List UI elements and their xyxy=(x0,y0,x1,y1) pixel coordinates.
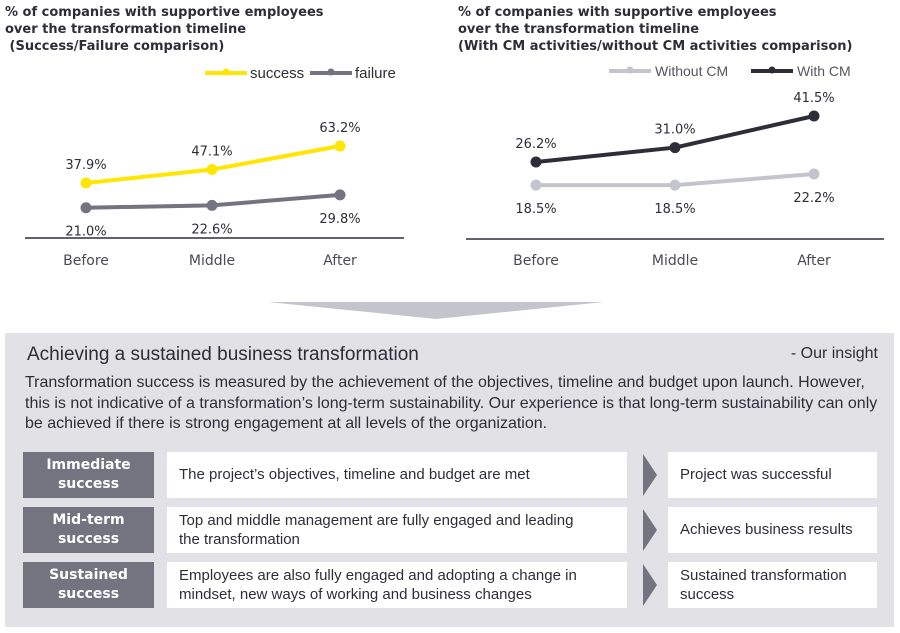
x-tick-label: Middle xyxy=(189,253,235,269)
data-point xyxy=(808,110,820,122)
data-point xyxy=(80,177,92,189)
data-label: 29.8% xyxy=(319,212,360,227)
x-tick-label: Before xyxy=(63,253,109,269)
chart-success-failure: Before Middle After 37.9% 47.1% 63.2% success 2… xyxy=(25,65,404,269)
legend-label: success xyxy=(250,65,304,82)
right-chart-title: % of companies with supportive employees… xyxy=(458,5,853,54)
stage-result: Sustained transformation success xyxy=(668,562,877,608)
data-label: 22.6% xyxy=(191,222,232,237)
data-label: 47.1% xyxy=(191,145,232,160)
x-tick-label: After xyxy=(323,253,357,269)
legend-label: With CM xyxy=(797,63,851,79)
data-label: 21.0% xyxy=(65,225,106,240)
chart-cm-comparison: Before Middle After 18.5% 18.5% 22.2% Without … xyxy=(466,63,884,269)
stage-description: Employees are also fully engaged and ado… xyxy=(167,562,627,608)
insight-body: Transformation success is measured by th… xyxy=(25,374,878,432)
x-tick-label: Middle xyxy=(652,253,698,269)
insight-title: Achieving a sustained business transform… xyxy=(27,344,419,365)
insight-row: Mid-term success Top and middle management… xyxy=(23,507,878,553)
insight-row: Sustained success Employees are also fully… xyxy=(23,562,878,608)
insight-row: Immediate success The project’s objectives… xyxy=(23,452,878,498)
data-point xyxy=(669,142,681,154)
stage-description: Top and middle management are fully enga… xyxy=(167,507,627,553)
data-label: 22.2% xyxy=(793,191,834,206)
down-arrow-icon xyxy=(268,302,604,319)
data-label: 31.0% xyxy=(654,123,695,138)
stage-description: The project’s objectives, timeline and b… xyxy=(167,452,627,498)
stage-label: Mid-term success xyxy=(23,507,154,553)
data-label: 26.2% xyxy=(515,137,556,152)
data-point xyxy=(334,189,346,201)
insight-panel: Achieving a sustained business transform… xyxy=(5,333,894,627)
data-label: 63.2% xyxy=(319,121,360,136)
insight-tag: - Our insight xyxy=(790,345,878,362)
legend-marker xyxy=(222,68,230,76)
chevron-right-icon xyxy=(643,564,657,606)
data-point xyxy=(206,164,218,176)
x-tick-label: Before xyxy=(513,253,559,269)
chevron-right-icon xyxy=(643,454,657,496)
data-point xyxy=(334,140,346,152)
legend-label: failure xyxy=(355,65,396,82)
data-label: 37.9% xyxy=(65,158,106,173)
data-point xyxy=(530,179,542,191)
data-point xyxy=(669,179,681,191)
data-point xyxy=(80,202,92,214)
stage-label: Sustained success xyxy=(23,562,154,608)
x-tick-label: After xyxy=(797,253,831,269)
charts-canvas: Before Middle After 37.9% 47.1% 63.2% success 2… xyxy=(25,63,884,269)
stage-result: Achieves business results xyxy=(668,507,877,553)
data-label: 41.5% xyxy=(793,91,834,106)
data-point xyxy=(808,168,820,180)
data-label: 18.5% xyxy=(515,202,556,217)
stage-label: Immediate success xyxy=(23,452,154,498)
legend-label: Without CM xyxy=(655,63,728,79)
chevron-right-icon xyxy=(643,509,657,551)
data-point xyxy=(206,199,218,211)
data-point xyxy=(530,156,542,168)
data-label: 18.5% xyxy=(654,202,695,217)
legend-marker xyxy=(626,66,634,74)
legend-marker xyxy=(327,68,335,76)
left-chart-title: % of companies with supportive employees… xyxy=(5,5,324,54)
legend-marker xyxy=(768,66,776,74)
stage-result: Project was successful xyxy=(668,452,877,498)
